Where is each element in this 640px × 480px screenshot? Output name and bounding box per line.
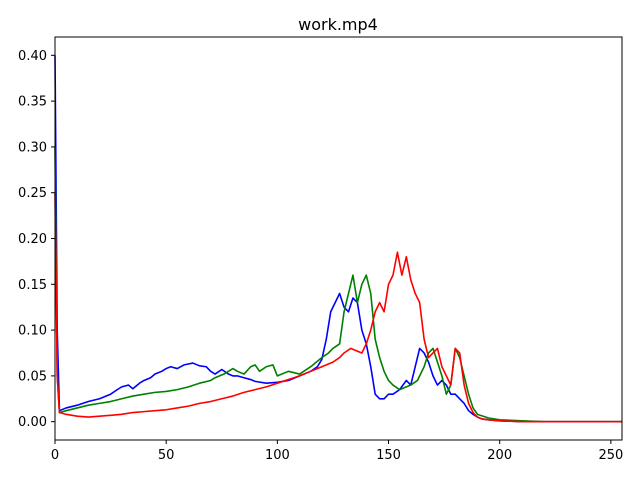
- y-tick-label: 0.15: [18, 278, 47, 293]
- y-tick-label: 0.35: [18, 95, 47, 110]
- chart-title: work.mp4: [298, 15, 378, 34]
- series-line-1: [54, 146, 622, 423]
- y-tick-label: 0.40: [18, 49, 47, 64]
- y-tick-label: 0.05: [18, 369, 47, 384]
- y-tick-label: 0.10: [18, 324, 47, 339]
- x-tick-label: 250: [598, 448, 623, 463]
- x-tick-label: 100: [265, 448, 290, 463]
- y-tick-label: 0.20: [18, 232, 47, 247]
- y-tick-label: 0.00: [18, 415, 47, 430]
- x-tick-label: 50: [158, 448, 175, 463]
- x-tick-label: 150: [376, 448, 401, 463]
- y-tick-label: 0.25: [18, 186, 47, 201]
- series-line-0: [54, 55, 622, 423]
- x-tick-label: 0: [51, 448, 59, 463]
- series-layer: [54, 55, 622, 423]
- x-tick-label: 200: [487, 448, 512, 463]
- y-tick-label: 0.30: [18, 140, 47, 155]
- axes-layer: 0 50 100 150 200 250 0.00 0.05 0.10 0.15 0.20 0.25 0…: [18, 36, 623, 463]
- series-line-2: [54, 192, 622, 423]
